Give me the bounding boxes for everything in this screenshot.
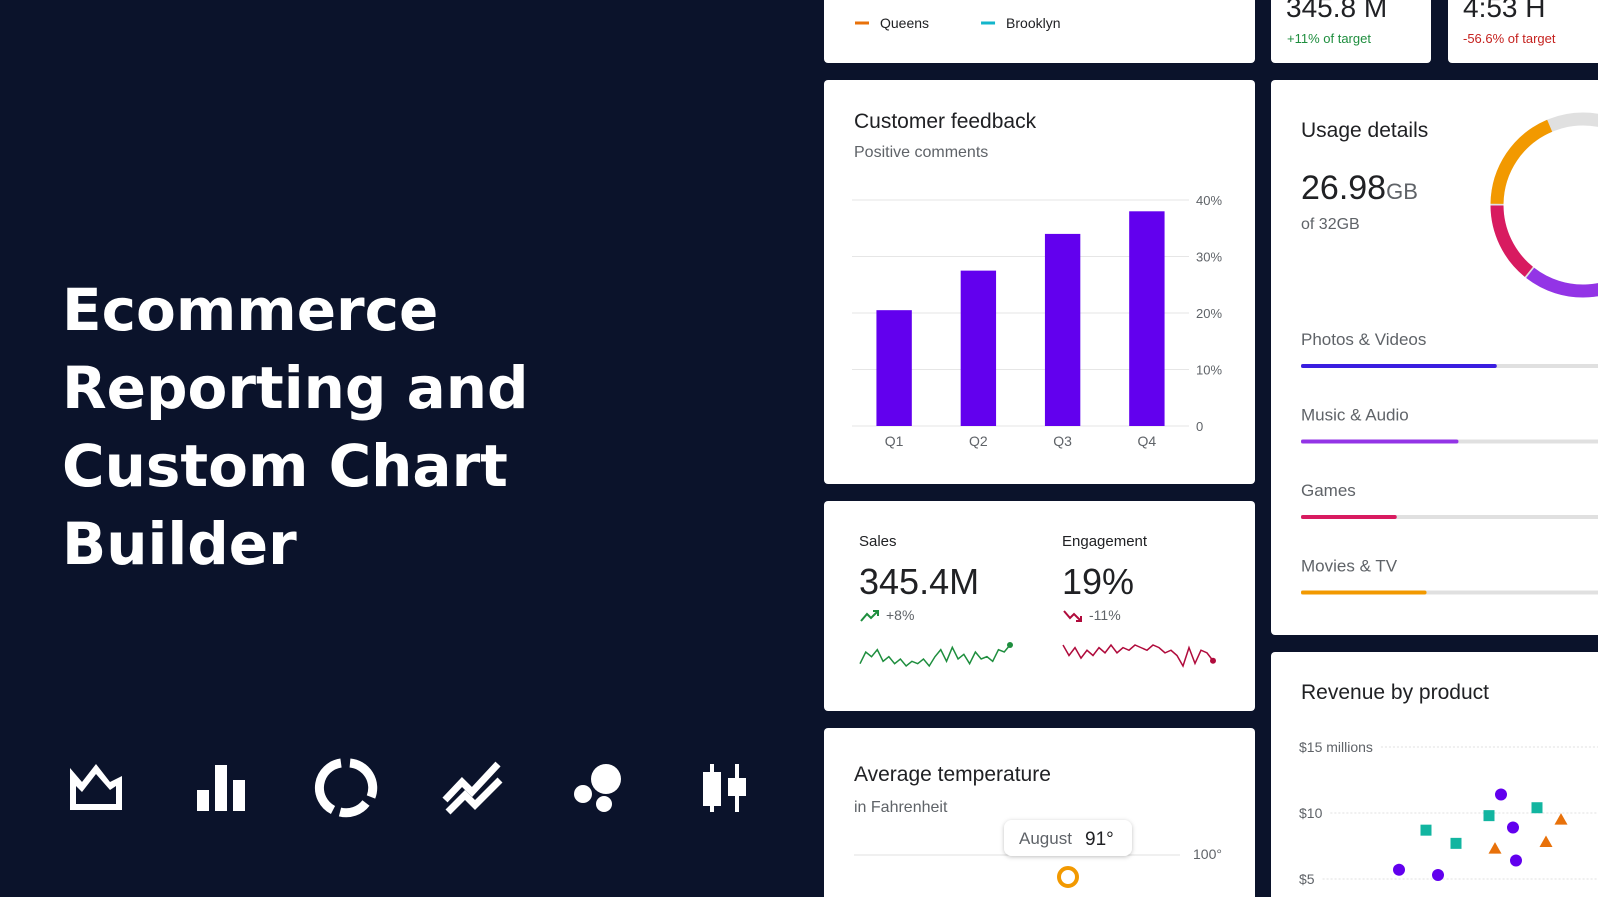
stats-card	[824, 501, 1255, 711]
trend-icon	[860, 610, 879, 622]
bar-icon	[197, 765, 245, 811]
stat-value: 19%	[1062, 561, 1134, 602]
x-tick-label: Q3	[1053, 433, 1072, 449]
stat-change: +8%	[886, 607, 914, 623]
point	[1507, 821, 1519, 834]
legend-label: Queens	[880, 15, 929, 31]
usage-label: Games	[1301, 481, 1356, 500]
usage-label: Movies & TV	[1301, 557, 1398, 576]
kpi-value: 345.8 M	[1286, 0, 1387, 23]
tooltip	[1004, 820, 1132, 856]
y-tick-label: 100°	[1193, 846, 1222, 862]
sparkline	[859, 644, 1011, 668]
point	[1531, 802, 1543, 814]
usage-bar	[1301, 439, 1459, 444]
usage-card	[1271, 80, 1598, 635]
point	[1420, 824, 1432, 836]
usage-label: Photos & Videos	[1301, 330, 1426, 349]
usage-bar	[1301, 590, 1427, 595]
candlestick-icon	[703, 764, 746, 812]
hero-title-line: Custom Chart	[62, 432, 508, 500]
hero-title-line: Builder	[62, 510, 297, 578]
card-subtitle: Positive comments	[854, 144, 988, 161]
point	[1393, 863, 1405, 876]
sparkline	[1062, 643, 1214, 668]
hero-title-line: Reporting and	[62, 354, 529, 422]
point	[1495, 788, 1507, 801]
x-tick-label: Q4	[1138, 433, 1157, 449]
point	[1432, 869, 1444, 882]
kpi-card	[1271, 0, 1431, 63]
usage-unit: GB	[1386, 179, 1418, 204]
legend-card	[824, 0, 1255, 63]
tooltip-value: 91°	[1085, 829, 1114, 850]
card-title: Revenue by product	[1301, 681, 1489, 704]
point	[1554, 813, 1568, 825]
x-tick-label: Q1	[885, 433, 904, 449]
sparkline-end	[1007, 642, 1013, 648]
donut-segment	[1490, 205, 1534, 277]
usage-track	[1301, 590, 1598, 595]
temperature-marker	[1057, 866, 1079, 888]
revenue-card	[1271, 652, 1598, 897]
usage-label: Music & Audio	[1301, 406, 1409, 425]
usage-track	[1301, 515, 1598, 519]
sparkline-end	[1210, 657, 1216, 664]
usage-used: 26.98	[1301, 169, 1386, 207]
point	[1510, 854, 1522, 867]
card-subtitle: in Fahrenheit	[854, 799, 948, 816]
y-tick-label: 40%	[1196, 193, 1222, 208]
bar	[1044, 233, 1081, 426]
bar	[876, 310, 912, 426]
hero-title-line: Ecommerce	[62, 276, 438, 344]
x-tick-label: Q2	[969, 433, 988, 449]
card-title: Usage details	[1301, 119, 1428, 142]
donut-segment	[1526, 267, 1598, 298]
point	[1450, 837, 1462, 849]
stat-label: Sales	[859, 533, 897, 550]
stat-change: -11%	[1089, 607, 1121, 623]
donut-icon	[314, 758, 378, 818]
y-tick-label: $15 millions	[1299, 739, 1373, 755]
y-tick-label: 20%	[1196, 306, 1222, 321]
y-tick-label: 0	[1196, 419, 1203, 434]
bar	[960, 270, 997, 426]
line-icon	[442, 761, 503, 815]
tooltip-month: August	[1019, 829, 1072, 848]
stat-value: 345.4M	[859, 561, 979, 602]
usage-amount: 26.98GB	[1301, 169, 1418, 207]
y-tick-label: 10%	[1196, 363, 1222, 378]
card-title: Customer feedback	[854, 110, 1037, 133]
y-tick-label: $10	[1299, 805, 1323, 821]
usage-bar	[1301, 515, 1397, 519]
kpi-card	[1448, 0, 1598, 63]
y-tick-label: $5	[1299, 871, 1315, 887]
card-title: Average temperature	[854, 763, 1051, 786]
point	[1483, 810, 1495, 822]
stat-label: Engagement	[1062, 533, 1148, 550]
bubble-icon	[574, 764, 621, 812]
point	[1488, 842, 1502, 854]
donut-segment	[1490, 119, 1553, 205]
kpi-value: 4:53 H	[1463, 0, 1546, 23]
area-icon	[70, 764, 122, 810]
kpi-note: -56.6% of target	[1463, 31, 1556, 46]
kpi-note: +11% of target	[1287, 31, 1371, 46]
point	[1539, 835, 1553, 848]
chart-icons	[70, 758, 746, 818]
bar	[1129, 211, 1165, 426]
usage-bar	[1301, 364, 1497, 368]
y-tick-label: 30%	[1196, 250, 1222, 265]
trend-icon	[1063, 610, 1082, 622]
legend-label: Brooklyn	[1006, 15, 1060, 31]
usage-total: of 32GB	[1301, 216, 1360, 233]
